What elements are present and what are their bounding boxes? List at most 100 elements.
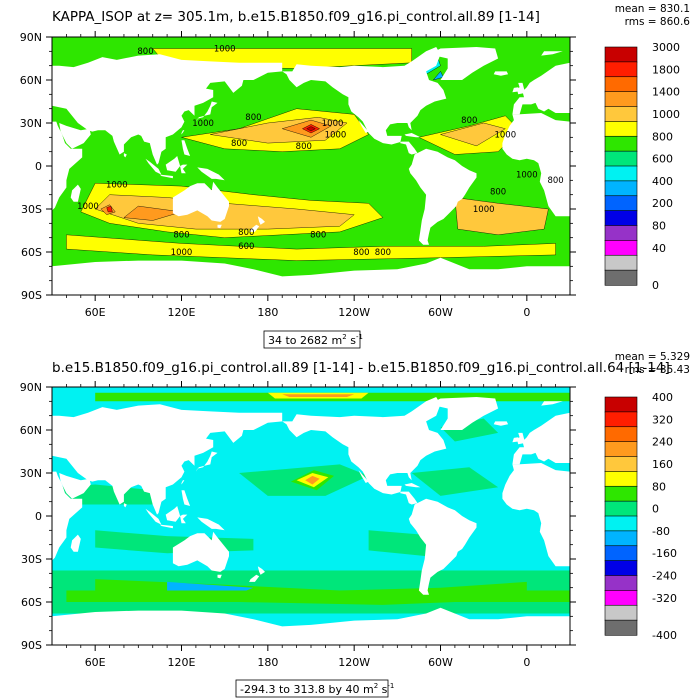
- p1-colorbar-box: [604, 121, 638, 137]
- p2-x-tick-label: 120W: [338, 656, 370, 669]
- panel-1-range-sup: 2: [342, 333, 346, 341]
- p2-land-africa: [52, 471, 83, 567]
- p2-land-baja: [358, 470, 369, 483]
- p1-land-tasmania: [217, 224, 222, 229]
- p1-contour-label: 1000: [494, 130, 516, 140]
- p1-x-tick-label: 120E: [168, 306, 196, 319]
- p2-land-borneo: [165, 506, 181, 522]
- p1-colorbar-box: [604, 180, 638, 197]
- panel-1-range-sup2: -1: [356, 333, 363, 341]
- p1-colorbar-box: [604, 91, 638, 108]
- p1-contour-label: 800: [173, 231, 189, 241]
- p2-colorbar-label: 0: [652, 503, 659, 516]
- p2-y-tick-label: 0: [35, 510, 42, 523]
- p2-ocean-region: [305, 475, 320, 485]
- panel-2-range-sup: 2: [374, 682, 378, 690]
- p1-contour-label: 800: [310, 231, 326, 241]
- p1-y-tick-label: 60N: [20, 74, 42, 87]
- p1-contour-label: 800: [490, 188, 506, 198]
- p2-colorbar-box: [604, 575, 638, 591]
- panel-2-mean: mean = 5.329: [615, 351, 690, 363]
- p2-colorbar-box: [604, 396, 638, 413]
- p1-x-tick-label: 120W: [338, 306, 370, 319]
- panel-1-range-text: 34 to 2682 m: [268, 334, 342, 347]
- p2-colorbar-label: 80: [652, 480, 666, 493]
- p1-contour-label: 800: [245, 113, 261, 123]
- p1-y-tick-label: 30N: [20, 117, 42, 130]
- p2-colorbar-box: [604, 560, 638, 577]
- p2-y-tick-label: 60N: [20, 424, 42, 437]
- p1-land-iceland: [493, 71, 509, 76]
- panel-1-mean: mean = 830.1: [615, 3, 690, 15]
- p1-land-newguinea: [197, 167, 225, 181]
- p1-land-sulawesi: [180, 164, 188, 174]
- p1-colorbar-label: 600: [652, 153, 673, 166]
- p2-land-java: [159, 524, 173, 529]
- p1-contour-label: 800: [231, 139, 247, 149]
- p2-x-tick-label: 180: [257, 656, 278, 669]
- panel-1-land: [52, 47, 570, 295]
- p2-y-tick-label: 90N: [20, 381, 42, 394]
- p2-colorbar-box: [604, 545, 638, 562]
- p2-land-iceland: [493, 421, 509, 426]
- p1-land-madagascar: [70, 184, 81, 202]
- p1-ocean-region: [123, 205, 182, 221]
- p1-colorbar-box: [604, 61, 638, 78]
- panel-2-field: [52, 387, 570, 645]
- p1-y-tick-label: 60S: [21, 246, 42, 259]
- panel-2-title: b.e15.B1850.f09_g16.pi_control.all.89 [1…: [52, 360, 670, 376]
- p1-land-borneo: [165, 156, 181, 172]
- p2-land-newguinea: [197, 517, 225, 531]
- p2-ocean-region: [282, 394, 355, 397]
- p2-land-sulawesi: [180, 514, 188, 524]
- p1-contour-label: 800: [375, 248, 391, 258]
- p1-contour-label: 1000: [473, 205, 495, 215]
- p2-y-tick-label: 60S: [21, 596, 42, 609]
- p1-land-namerica: [282, 47, 447, 155]
- p2-colorbar-box: [604, 441, 638, 458]
- p2-land-sumatra: [145, 508, 162, 525]
- panel-1-contour-labels: 800 1000 1000 800 800 800 1000 1000 1000 1000 800 8…: [77, 44, 564, 258]
- panel-2-range-unit: s: [378, 683, 387, 696]
- p2-colorbar-box: [604, 471, 638, 487]
- p2-y-tick-label: 30N: [20, 467, 42, 480]
- p2-land-nz_s: [249, 574, 260, 582]
- p1-colorbar-label: 1400: [652, 86, 680, 99]
- p2-colorbar-label: -240: [652, 570, 677, 583]
- p1-contour-label: 1000: [325, 130, 347, 140]
- p1-colorbar-box: [604, 106, 638, 122]
- panel-1-title: KAPPA_ISOP at z= 305.1m, b.e15.B1850.f09…: [52, 9, 540, 25]
- panel-1-axes: 60E 120E 180 120W 60W 0 90N 60N 30N 0 30S 60S 90S: [20, 31, 576, 319]
- p2-colorbar-box: [604, 515, 638, 532]
- p2-land-eurasia: [52, 404, 283, 515]
- p1-contour-label: 1000: [106, 181, 128, 191]
- panel-2-rms: rms = 35.43: [625, 364, 690, 376]
- p1-colorbar-label: 3000: [652, 41, 680, 54]
- p1-y-tick-label: 30S: [21, 203, 42, 216]
- p2-colorbar-label: 160: [652, 458, 673, 471]
- p2-x-tick-label: 60W: [428, 656, 453, 669]
- svg-text:34 to 2682 m2 s-1: 34 to 2682 m2 s-1: [268, 333, 363, 347]
- p2-land-namerica: [282, 397, 447, 505]
- p1-colorbar-label: 800: [652, 130, 673, 143]
- p2-colorbar-label: -320: [652, 592, 677, 605]
- p2-land-tasmania: [217, 574, 222, 579]
- p2-ocean-region: [66, 590, 570, 602]
- svg-text:-294.3 to 313.8 by 40 m2 s-1: -294.3 to 313.8 by 40 m2 s-1: [240, 682, 394, 696]
- panel-2-range-label: -294.3 to 313.8 by 40 m2 s-1: [235, 679, 394, 698]
- p1-contour-label: 800: [137, 47, 153, 57]
- p1-contour-label: 800: [238, 228, 254, 238]
- p1-colorbar-box: [604, 240, 638, 256]
- p1-colorbar-box: [604, 210, 638, 227]
- p1-ocean-region: [66, 234, 556, 261]
- p2-land-samerica: [408, 498, 477, 595]
- p1-contour-label: 1000: [171, 248, 193, 258]
- p2-land-svalbard: [541, 401, 563, 406]
- p1-colorbar-label: 80: [652, 220, 666, 233]
- p1-land-nz_s: [249, 224, 260, 232]
- p1-colorbar-box: [604, 150, 638, 167]
- p1-contour-label: 600: [238, 242, 254, 252]
- p1-contour-label: 1000: [516, 171, 538, 181]
- p2-colorbar-label: 240: [652, 436, 673, 449]
